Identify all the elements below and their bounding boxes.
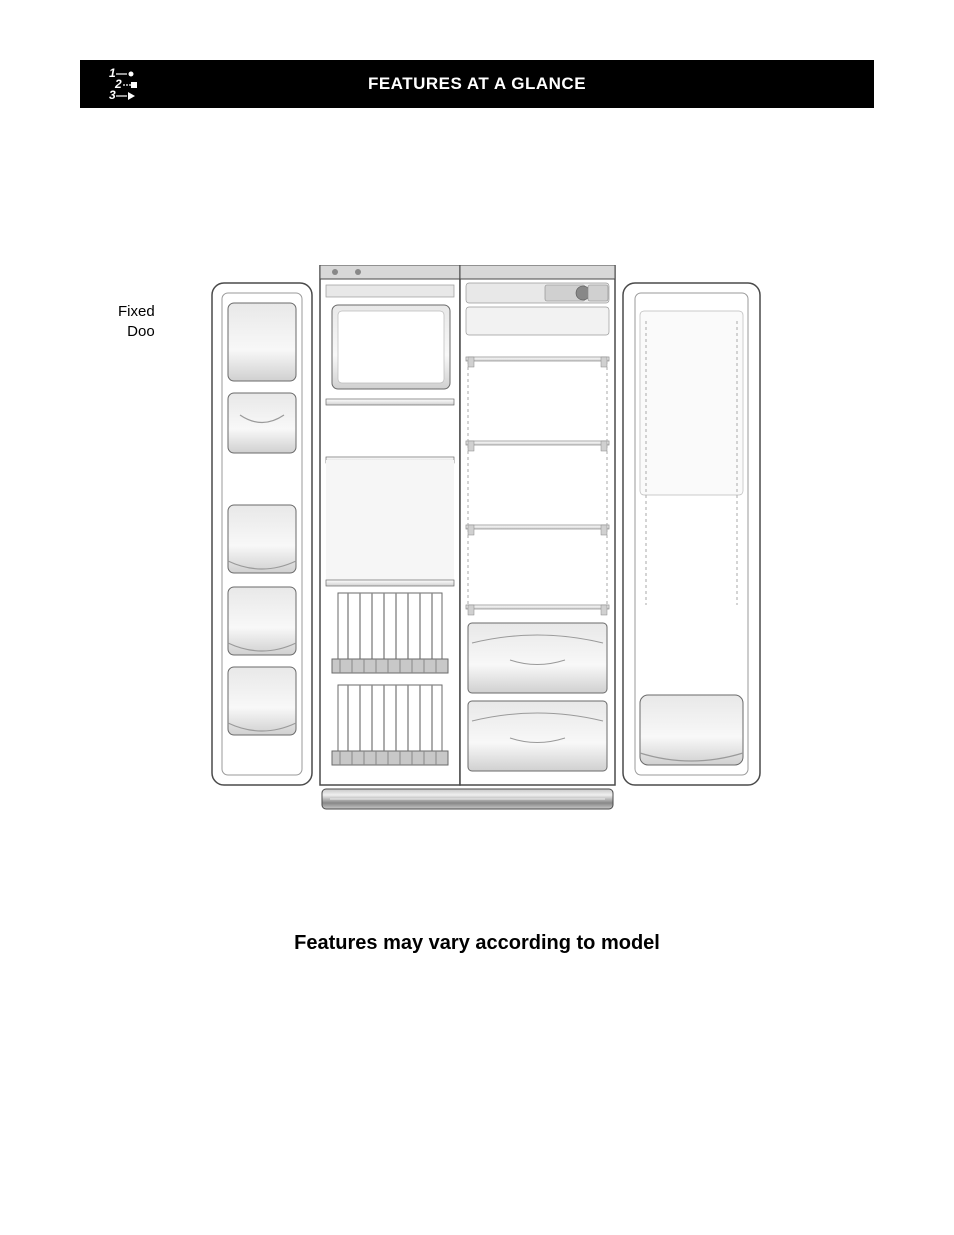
footer-note: Features may vary according to model: [0, 932, 954, 955]
diagram-label: Fixed Doo: [118, 302, 155, 341]
numbered-list-icon: 1 2 3: [105, 65, 143, 103]
label-line-2: Doo: [127, 323, 155, 340]
refrigerator-diagram: [210, 265, 762, 815]
label-line-1: Fixed: [118, 303, 155, 320]
header-title: FEATURES AT A GLANCE: [368, 74, 586, 94]
svg-text:3: 3: [109, 88, 116, 102]
header-bar: 1 2 3 FEATURES AT A GLANCE: [80, 60, 874, 108]
